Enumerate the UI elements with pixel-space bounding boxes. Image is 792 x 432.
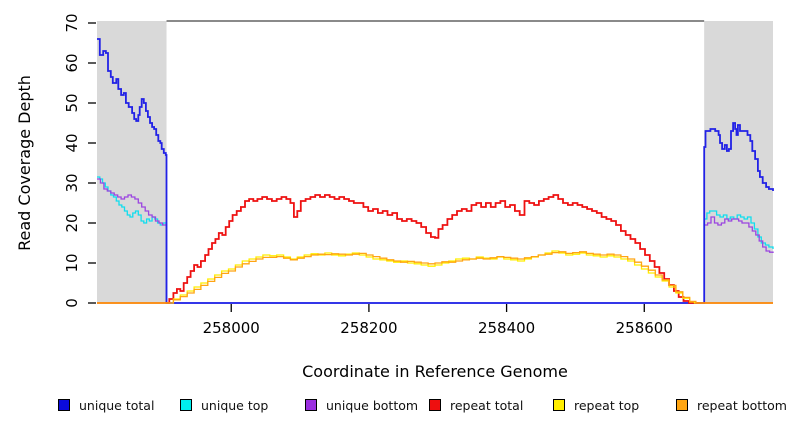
legend-label: unique top	[201, 397, 269, 413]
series-line-unique-total	[97, 38, 774, 304]
y-tick-label: 50	[63, 93, 81, 112]
legend-item-unique-total: unique total	[58, 396, 154, 414]
legend-label: repeat total	[450, 397, 524, 413]
legend-label: unique bottom	[326, 397, 419, 413]
chart-canvas: 258000 258200 258400 258600010203040506070 …	[15, 13, 774, 381]
legend-swatch-repeat-total	[429, 399, 441, 411]
masked-region-right	[704, 21, 773, 303]
x-tick-label: 258200	[340, 319, 397, 337]
y-tick-label: 30	[63, 173, 81, 192]
legend: unique total unique top unique bottom repea…	[0, 396, 792, 418]
legend-swatch-repeat-bottom	[676, 399, 688, 411]
legend-swatch-repeat-top	[553, 399, 565, 411]
legend-label: repeat top	[574, 397, 640, 413]
y-axis-title: Read Coverage Depth	[15, 75, 34, 251]
legend-item-unique-top: unique top	[180, 396, 268, 414]
y-tick-label: 0	[63, 298, 81, 308]
legend-item-repeat-top: repeat top	[553, 396, 639, 414]
legend-swatch-unique-bottom	[305, 399, 317, 411]
axes: 258000 258200 258400 258600 0 10 20 30 40 50 60 70	[63, 13, 673, 337]
legend-swatch-unique-top	[180, 399, 192, 411]
y-tick-label: 20	[63, 213, 81, 232]
y-tick-label: 70	[63, 13, 81, 32]
x-tick-label: 258600	[616, 319, 673, 337]
masked-regions	[97, 21, 773, 303]
series-lines	[97, 38, 774, 304]
y-tick-label: 10	[63, 253, 81, 272]
legend-item-unique-bottom: unique bottom	[305, 396, 418, 414]
legend-swatch-unique-total	[58, 399, 70, 411]
y-tick-label: 40	[63, 133, 81, 152]
legend-label: unique total	[79, 397, 155, 413]
x-tick-label: 258400	[478, 319, 535, 337]
series-line-repeat-total	[97, 194, 773, 304]
x-tick-label: 258000	[203, 319, 260, 337]
series-line-unique-top	[97, 176, 774, 304]
series-line-repeat-bottom	[97, 251, 773, 304]
y-tick-label: 60	[63, 53, 81, 72]
x-axis-title: Coordinate in Reference Genome	[302, 362, 568, 381]
legend-label: repeat bottom	[697, 397, 787, 413]
legend-item-repeat-total: repeat total	[429, 396, 523, 414]
series-line-repeat-top	[97, 250, 773, 304]
legend-item-repeat-bottom: repeat bottom	[676, 396, 787, 414]
